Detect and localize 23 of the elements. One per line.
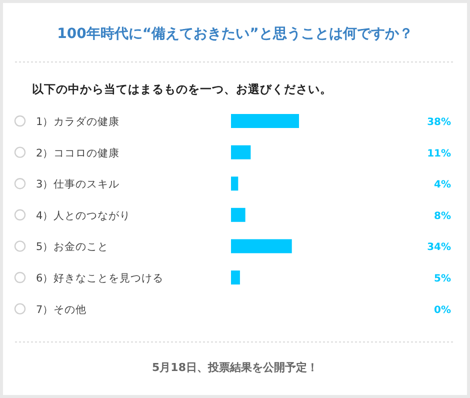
y-tick-label: 2）ココロの健康 [36, 146, 120, 160]
y-tick-label: 7）その他 [36, 304, 87, 316]
y-tick-label: 6）好きなことを見つける [36, 272, 164, 284]
chart-title: 100年時代に“備えておきたい”と思うことは何ですか？ [57, 26, 413, 42]
y-tick-label: 3）仕事のスキル [36, 178, 120, 191]
bar [231, 145, 251, 160]
data-label: 11% [427, 148, 451, 160]
y-tick-label: 5）お金のこと [36, 241, 109, 254]
data-label: 8% [434, 210, 451, 222]
bar [231, 176, 238, 191]
data-label: 5% [434, 274, 451, 284]
data-label: 4% [434, 180, 451, 191]
y-tick-label: 4）人とのつながり [36, 210, 131, 222]
bar [231, 239, 292, 254]
data-label: 34% [427, 242, 451, 254]
data-label: 38% [427, 117, 451, 128]
text: 5月18日、投票結果を公開予定！ [152, 361, 318, 374]
data-label: 0% [434, 304, 451, 316]
y-tick-label: 1）カラダの健康 [36, 115, 120, 128]
bar [231, 270, 240, 284]
bar [231, 208, 246, 222]
chart-subtitle: 以下の中から当てはまるものを一つ、お選びください。 [32, 82, 332, 96]
bar [231, 114, 299, 128]
